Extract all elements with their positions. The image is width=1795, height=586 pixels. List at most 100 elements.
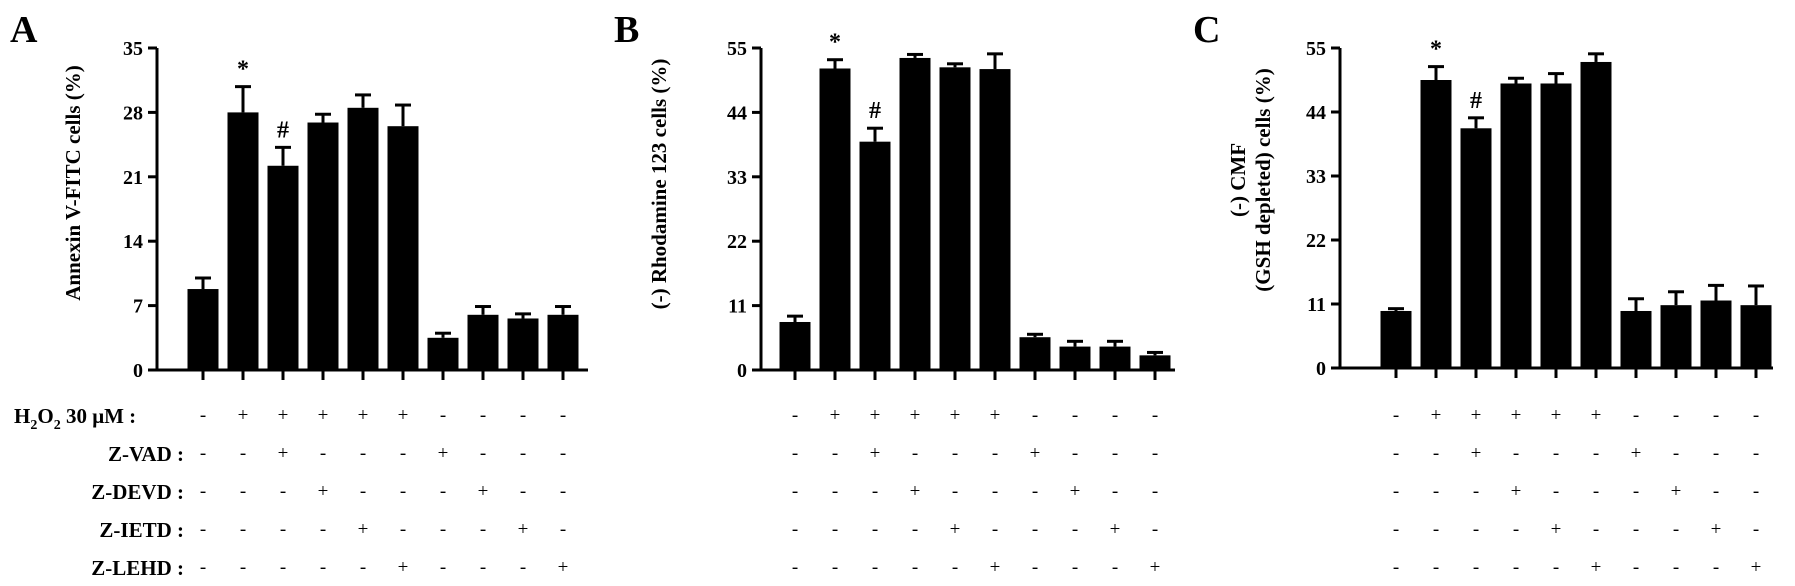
panel-b-condition-sign: - xyxy=(1152,519,1158,540)
panel-c-condition-sign: - xyxy=(1593,519,1599,540)
panel-b-y-tick-label: 33 xyxy=(727,167,747,189)
panel-b-condition-sign: - xyxy=(1112,557,1118,578)
panel-c-bar xyxy=(1700,300,1732,368)
panel-b-condition-sign: - xyxy=(1112,443,1118,464)
panel-c: C (-) CMF (GSH depleted) cells (%) 0 11 22… xyxy=(1193,9,1773,578)
panel-a-condition-sign: - xyxy=(200,405,206,426)
panel-c-condition-sign: - xyxy=(1473,481,1479,502)
panel-a-condition-sign: - xyxy=(200,557,206,578)
panel-a-condition-sign: + xyxy=(278,443,289,464)
panel-b-condition-sign: + xyxy=(950,405,961,426)
panel-c-condition-sign: + xyxy=(1551,405,1562,426)
panel-c-condition-sign: - xyxy=(1753,519,1759,540)
panel-c-condition-sign: - xyxy=(1513,443,1519,464)
panel-a-condition-sign: - xyxy=(480,557,486,578)
panel-b-condition-sign: - xyxy=(992,519,998,540)
panel-c-condition-sign: - xyxy=(1633,519,1639,540)
panel-a-letter: A xyxy=(10,9,38,51)
panel-a-condition-sign: - xyxy=(240,519,246,540)
panel-a-bar xyxy=(347,107,379,371)
panel-a-condition-sign: - xyxy=(360,481,366,502)
panel-a-condition-sign: + xyxy=(358,519,369,540)
panel-a-condition-sign: - xyxy=(240,557,246,578)
panel-b: B (-) Rhodamine 123 cells (%) 0 11 22 33 44 5… xyxy=(614,9,1175,578)
panel-c-condition-sign: - xyxy=(1553,557,1559,578)
panel-b-condition-sign: + xyxy=(910,481,921,502)
panel-a-condition-sign: - xyxy=(320,519,326,540)
panel-a-y-tick-label: 28 xyxy=(123,102,143,124)
panel-b-condition-sign: - xyxy=(952,443,958,464)
panel-b-significance-mark: * xyxy=(829,30,841,56)
panel-b-condition-sign: - xyxy=(832,557,838,578)
panel-a-condition-sign: - xyxy=(520,443,526,464)
panel-c-y-tick-label: 33 xyxy=(1306,166,1326,188)
panel-c-condition-sign: - xyxy=(1633,481,1639,502)
panel-a-condition-sign: - xyxy=(360,557,366,578)
panel-b-bar xyxy=(1059,346,1091,370)
panel-a-y-axis-title: Annexin V-FITC cells (%) xyxy=(61,65,85,300)
panel-c-bar xyxy=(1500,83,1532,368)
panel-b-condition-sign: - xyxy=(1072,519,1078,540)
panel-c-condition-sign: - xyxy=(1673,405,1679,426)
panel-a-condition-sign: + xyxy=(558,557,569,578)
panel-c-condition-sign: - xyxy=(1393,557,1399,578)
panel-c-bar xyxy=(1380,310,1412,368)
panel-c-condition-sign: - xyxy=(1593,443,1599,464)
panel-c-condition-sign: + xyxy=(1591,557,1602,578)
panel-b-condition-sign: - xyxy=(1072,405,1078,426)
panel-b-condition-sign: - xyxy=(792,557,798,578)
panel-a-condition-sign: - xyxy=(440,481,446,502)
panel-b-condition-sign: - xyxy=(912,443,918,464)
panel-a-condition-sign: - xyxy=(200,481,206,502)
panel-b-condition-sign: + xyxy=(910,405,921,426)
panel-b-condition-sign: - xyxy=(832,481,838,502)
panel-c-y-axis-title-line2: (GSH depleted) cells (%) xyxy=(1251,68,1275,291)
panel-c-condition-sign: - xyxy=(1393,481,1399,502)
panel-b-y-tick-label: 55 xyxy=(727,38,747,60)
panel-a-bar xyxy=(307,122,339,371)
panel-a-condition-sign: - xyxy=(200,519,206,540)
panel-c-y-tick-label: 11 xyxy=(1307,294,1326,316)
panel-a-condition-sign: - xyxy=(560,519,566,540)
panel-c-condition-sign: + xyxy=(1671,481,1682,502)
panel-b-bar xyxy=(1139,355,1171,370)
panel-a-condition-sign: - xyxy=(360,443,366,464)
panel-c-bar xyxy=(1420,80,1452,368)
panel-b-condition-sign: - xyxy=(952,481,958,502)
panel-b-condition-sign: + xyxy=(1030,443,1041,464)
condition-label-h2o2: H2O2 30 μM : xyxy=(14,404,136,433)
panel-a-y-tick-label: 14 xyxy=(123,231,143,253)
panel-a-condition-sign: - xyxy=(440,405,446,426)
panel-a-condition-sign: + xyxy=(398,557,409,578)
panel-c-condition-sign: - xyxy=(1473,519,1479,540)
panel-a-bar xyxy=(187,289,219,370)
panel-b-condition-sign: + xyxy=(1110,519,1121,540)
panel-a-condition-sign: + xyxy=(238,405,249,426)
panel-c-significance-mark: * xyxy=(1430,37,1442,63)
panel-a-condition-sign: + xyxy=(358,405,369,426)
panel-b-bar xyxy=(819,68,851,370)
panel-b-condition-sign: - xyxy=(1152,443,1158,464)
panel-c-condition-sign: - xyxy=(1593,481,1599,502)
panel-c-condition-sign: + xyxy=(1511,481,1522,502)
panel-c-bar xyxy=(1660,305,1692,368)
panel-a-bar xyxy=(227,112,259,371)
panel-c-condition-sign: - xyxy=(1433,481,1439,502)
panel-a-condition-sign: - xyxy=(480,405,486,426)
panel-c-condition-sign: - xyxy=(1433,519,1439,540)
panel-b-condition-sign: - xyxy=(1152,405,1158,426)
panel-a-bar xyxy=(267,165,299,370)
panel-c-condition-sign: + xyxy=(1511,405,1522,426)
panel-b-condition-sign: + xyxy=(990,405,1001,426)
panel-b-condition-sign: - xyxy=(872,519,878,540)
panel-b-condition-sign: - xyxy=(792,443,798,464)
panel-b-condition-sign: - xyxy=(832,443,838,464)
panel-a-condition-sign: - xyxy=(400,443,406,464)
condition-label-z-lehd: Z-LEHD : xyxy=(91,556,184,580)
panel-a-bar xyxy=(387,126,419,370)
panel-b-y-tick-label: 44 xyxy=(727,102,747,124)
panel-b-condition-sign: - xyxy=(912,519,918,540)
panel-c-condition-sign: - xyxy=(1393,519,1399,540)
panel-a-condition-sign: - xyxy=(400,481,406,502)
panel-c-condition-sign: - xyxy=(1393,405,1399,426)
